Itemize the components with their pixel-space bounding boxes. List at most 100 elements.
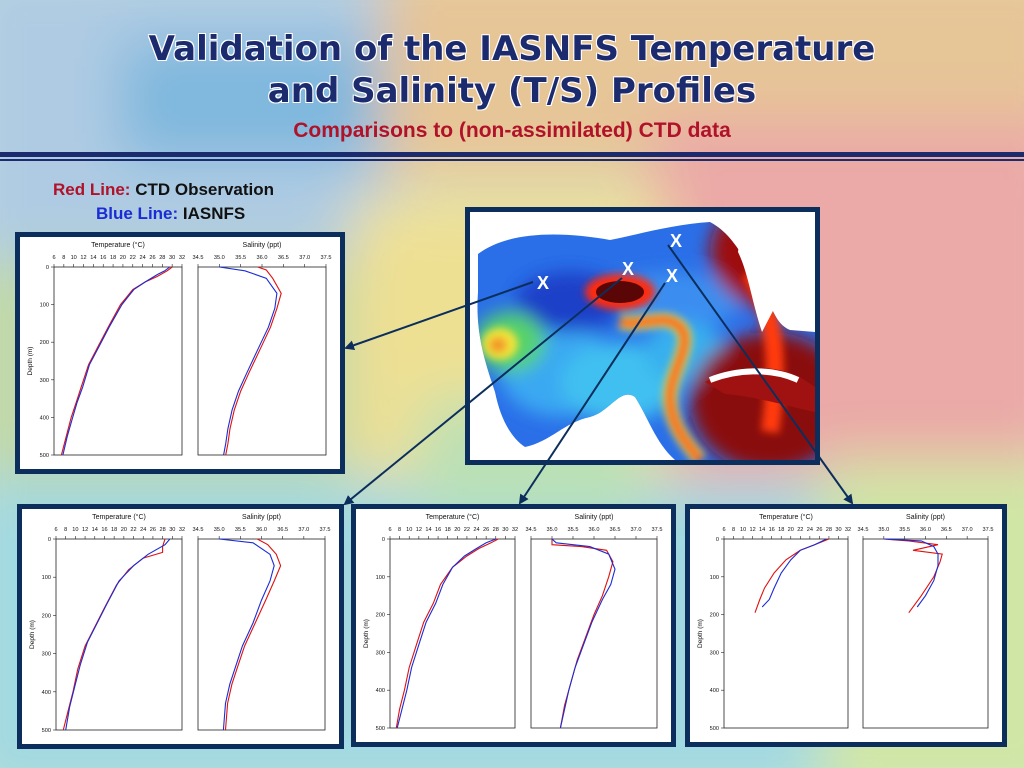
x-tick-label: 35.5 (235, 527, 246, 533)
x-tick-label: 26 (149, 255, 155, 261)
x-tick-label: 28 (159, 527, 165, 533)
x-tick-label: 35.0 (878, 527, 889, 533)
x-tick-label: 24 (139, 255, 145, 261)
x-tick-label: 8 (732, 527, 735, 533)
iasnfs-salinity-line (219, 266, 278, 456)
x-tick-label: 24 (140, 527, 146, 533)
x-tick-label: 35.0 (547, 527, 558, 533)
iasnfs-temperature-line (396, 538, 497, 729)
x-tick-label: 8 (62, 255, 65, 261)
y-tick-label: 300 (710, 650, 719, 656)
x-tick-label: 36.5 (277, 527, 288, 533)
x-tick-label: 35.5 (235, 255, 246, 261)
iasnfs-temperature-line (65, 538, 171, 731)
y-tick-label: 400 (710, 688, 719, 694)
profile-panel-left: Temperature (°C) 6 8 10 12 14 16 18 20 22 24 26 28 30… (15, 232, 345, 474)
temperature-title: Temperature (°C) (91, 241, 145, 249)
temperature-axes-box (723, 538, 849, 729)
x-tick-label: 36.0 (256, 527, 267, 533)
x-tick-label: 34.5 (526, 527, 537, 533)
x-tick-label: 6 (52, 255, 55, 261)
y-tick-label: 0 (382, 537, 385, 543)
x-tick-label: 37.0 (962, 527, 973, 533)
temperature-title: Temperature (°C) (92, 513, 146, 521)
map-marker: X (666, 266, 678, 286)
x-tick-label: 16 (435, 527, 441, 533)
x-tick-label: 36.0 (257, 255, 268, 261)
y-tick-label: 0 (46, 265, 49, 271)
x-tick-label: 30 (169, 255, 175, 261)
y-tick-label: 400 (376, 688, 385, 694)
x-tick-label: 14 (759, 527, 765, 533)
x-tick-label: 16 (769, 527, 775, 533)
x-tick-label: 12 (749, 527, 755, 533)
y-axis-label: Depth (m) (363, 619, 370, 648)
x-tick-label: 22 (797, 527, 803, 533)
map-marker: X (622, 259, 634, 279)
x-tick-label: 37.5 (983, 527, 994, 533)
x-tick-label: 36.5 (610, 527, 621, 533)
x-tick-label: 20 (121, 527, 127, 533)
iasnfs-temperature-line (761, 538, 827, 608)
y-axis-label: Depth (m) (697, 619, 704, 648)
y-axis-label: Depth (m) (29, 620, 36, 649)
x-tick-label: 28 (159, 255, 165, 261)
x-tick-label: 36.5 (278, 255, 289, 261)
x-tick-label: 34.5 (858, 527, 869, 533)
y-tick-label: 300 (42, 652, 51, 658)
salinity-title: Salinity (ppt) (243, 242, 282, 249)
page-title-line2: and Salinity (T/S) Profiles (267, 71, 757, 111)
x-tick-label: 26 (150, 527, 156, 533)
salinity-axes-box (862, 538, 989, 729)
x-tick-label: 30 (835, 527, 841, 533)
x-tick-label: 37.5 (320, 527, 331, 533)
legend-red: Red Line: CTD Observation (53, 180, 274, 200)
y-tick-label: 200 (376, 613, 385, 619)
y-tick-label: 300 (40, 378, 49, 384)
y-tick-label: 500 (376, 726, 385, 732)
x-tick-label: 18 (111, 527, 117, 533)
y-tick-label: 200 (42, 613, 51, 619)
x-tick-label: 10 (71, 255, 77, 261)
y-tick-label: 200 (710, 613, 719, 619)
x-tick-label: 24 (473, 527, 479, 533)
x-tick-label: 37.0 (298, 527, 309, 533)
iasnfs-salinity-line (219, 538, 275, 731)
y-tick-label: 300 (376, 650, 385, 656)
salinity-axes-box (197, 266, 327, 456)
ctd-salinity-line (883, 538, 943, 614)
temperature-axes-box (53, 266, 183, 456)
x-tick-label: 37.0 (299, 255, 310, 261)
salinity-title: Salinity (ppt) (242, 514, 281, 521)
legend-blue-value: IASNFS (182, 204, 246, 223)
x-tick-label: 30 (502, 527, 508, 533)
x-tick-label: 6 (388, 527, 391, 533)
y-tick-label: 0 (48, 537, 51, 543)
ctd-temperature-line (754, 538, 830, 613)
x-tick-label: 37.5 (321, 255, 332, 261)
x-tick-label: 32 (845, 527, 851, 533)
x-tick-label: 22 (130, 255, 136, 261)
x-tick-label: 10 (740, 527, 746, 533)
x-tick-label: 22 (130, 527, 136, 533)
x-tick-label: 14 (92, 527, 98, 533)
x-tick-label: 28 (493, 527, 499, 533)
x-tick-label: 28 (826, 527, 832, 533)
ctd-temperature-line (60, 266, 173, 456)
ctd-salinity-line (224, 538, 282, 731)
legend-red-value: CTD Observation (135, 180, 275, 199)
ctd-salinity-line (225, 266, 282, 456)
y-tick-label: 400 (42, 690, 51, 696)
x-tick-label: 22 (464, 527, 470, 533)
x-tick-label: 34.5 (193, 527, 204, 533)
y-tick-label: 500 (40, 453, 49, 459)
map-marker: X (537, 273, 549, 293)
iasnfs-salinity-line (883, 538, 939, 608)
profile-panel-bottom-2: Temperature (°C) 6 8 10 12 14 16 18 20 22 24 26 28 30… (351, 504, 676, 747)
gulf-map: X X X X (470, 212, 815, 460)
x-tick-label: 37.0 (631, 527, 642, 533)
y-tick-label: 200 (40, 340, 49, 346)
y-tick-label: 100 (376, 575, 385, 581)
y-tick-label: 400 (40, 415, 49, 421)
x-tick-label: 24 (807, 527, 813, 533)
